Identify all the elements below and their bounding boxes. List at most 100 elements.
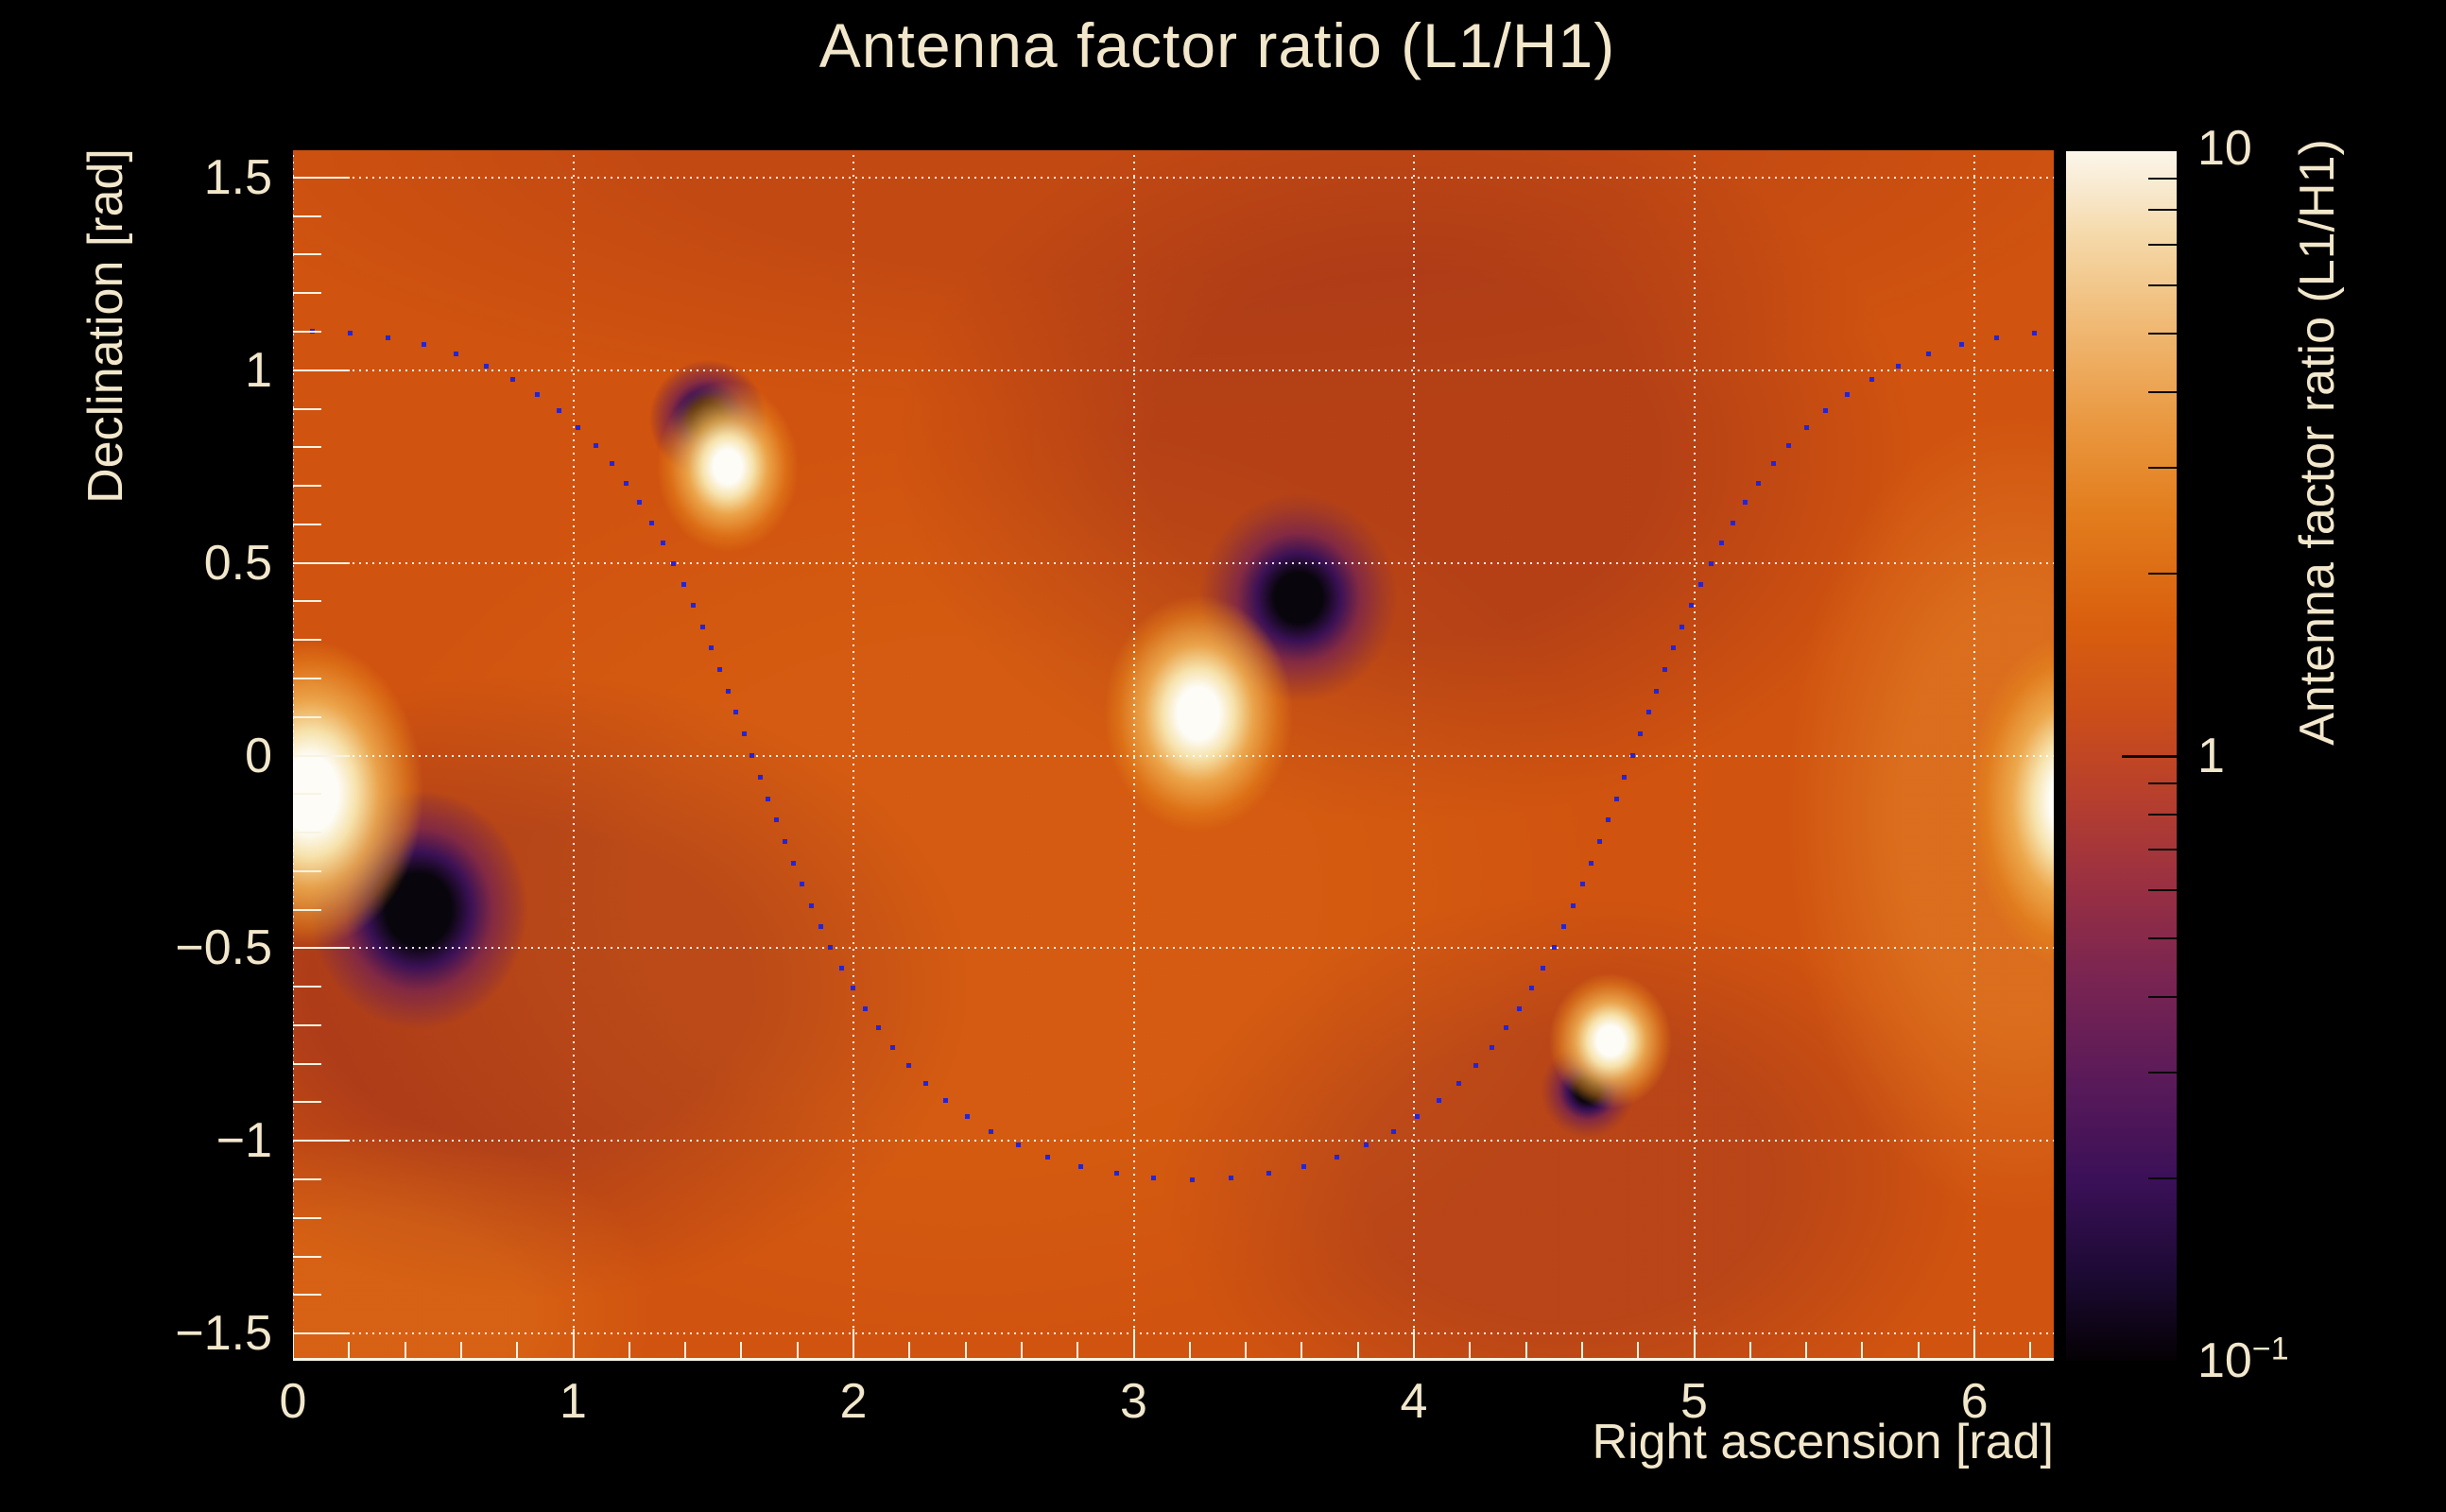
y-axis-minor-tick [293,253,321,256]
x-axis-major-tick [1413,1329,1416,1361]
y-axis-major-tick [293,176,350,179]
track-dot [716,666,722,672]
y-axis-major-tick [293,561,350,564]
track-dot [1645,710,1651,715]
track-dot [1334,1154,1339,1160]
track-dot [1823,407,1829,413]
x-axis-minor-tick [1020,1342,1023,1361]
x-axis-minor-tick [404,1342,406,1361]
y-axis-minor-tick [293,1062,321,1065]
x-axis-title: Right ascension [rad] [1592,1415,2055,1469]
track-dot [766,796,771,801]
y-tick-label: 0.5 [203,535,272,591]
x-axis-minor-tick [684,1342,687,1361]
track-dot [1731,520,1736,525]
track-dot [623,480,629,486]
colorbar-minor-tick [2148,284,2177,286]
track-dot [1845,391,1851,397]
colorbar-minor-tick [2148,466,2177,469]
track-dot [942,1098,948,1104]
y-axis-minor-tick [293,215,321,217]
track-dot [699,624,705,629]
bright-spot [1548,972,1672,1108]
track-dot [875,1025,881,1031]
y-axis-minor-tick [293,330,321,333]
x-axis-minor-tick [1580,1342,1583,1361]
y-axis-minor-tick [293,407,321,410]
track-dot [1613,796,1619,801]
y-axis-minor-tick [293,1101,321,1104]
x-axis-minor-tick [1356,1342,1359,1361]
track-dot [862,1005,868,1011]
y-axis-minor-tick [293,485,321,488]
track-dot [725,688,731,694]
x-axis-major-tick [293,1329,294,1361]
track-dot [1437,1098,1442,1104]
track-dot [690,603,696,609]
track-dot [1638,731,1644,737]
x-tick-label: 2 [839,1374,868,1429]
track-dot [850,986,855,991]
track-dot [1622,774,1628,780]
track-dot [1743,500,1748,506]
track-dot [1606,817,1611,823]
track-dot [1045,1154,1051,1160]
track-dot [1015,1143,1021,1148]
colorbar-minor-tick [2148,1177,2177,1180]
colorbar-tick-label-0.1-exponent: −1 [2251,1331,2289,1367]
x-tick-label: 4 [1400,1374,1428,1429]
track-dot [1190,1177,1196,1182]
colorbar-axis-title: Antenna factor ratio (L1/H1) [2290,139,2345,746]
colorbar-tick-label-0.1-base: 10 [2197,1333,2252,1388]
track-dot [808,902,814,908]
track-dot [1629,753,1635,758]
track-dot [648,520,654,525]
shaded-region [293,1125,661,1361]
x-axis-major-tick [853,1329,854,1361]
shaded-region [895,150,1917,824]
track-dot [741,731,747,737]
grid-line-horizontal [293,561,2054,564]
track-dot [1517,1005,1523,1011]
colorbar-ticks-layer [2066,151,2177,1361]
y-axis-minor-tick [293,869,321,872]
y-tick-label: −1.5 [175,1306,272,1362]
track-dot [757,774,763,780]
y-axis-major-tick [293,1140,350,1143]
track-dot [593,442,598,448]
track-dot [790,860,796,866]
bright-spot [1103,594,1293,832]
colorbar-minor-tick [2148,573,2177,576]
track-dot [1113,1171,1119,1177]
x-axis-minor-tick [1245,1342,1248,1361]
x-axis-minor-tick [796,1342,799,1361]
y-axis-major-tick [293,754,350,757]
track-dot [1925,352,1931,357]
colorbar-minor-tick [2148,995,2177,998]
grid-line-horizontal [293,176,2054,179]
grid-line-horizontal [293,947,2054,950]
track-dot [1151,1175,1157,1180]
track-dots-layer [293,150,2054,1361]
track-dot [799,882,804,887]
track-dot [1770,461,1776,467]
x-tick-label: 3 [1120,1374,1147,1429]
colorbar-minor-tick [2148,209,2177,212]
x-axis-minor-tick [1301,1342,1303,1361]
y-axis-minor-tick [293,1255,321,1258]
y-tick-label: 1.5 [203,149,272,205]
heatmap-bright-spots-layer [293,150,2054,1361]
x-tick-label: 5 [1680,1374,1708,1429]
track-dot [1490,1044,1495,1050]
colorbar-minor-tick [2148,178,2177,180]
x-tick-label: 1 [560,1374,587,1429]
track-dot [905,1063,911,1069]
track-dot [733,710,739,715]
colorbar-minor-tick [2148,936,2177,939]
y-tick-label: −1 [215,1113,272,1169]
track-dot [671,561,677,566]
y-axis-minor-tick [293,832,321,834]
y-axis-minor-tick [293,793,321,796]
track-dot [1364,1143,1369,1148]
y-tick-label: 0 [245,728,272,783]
